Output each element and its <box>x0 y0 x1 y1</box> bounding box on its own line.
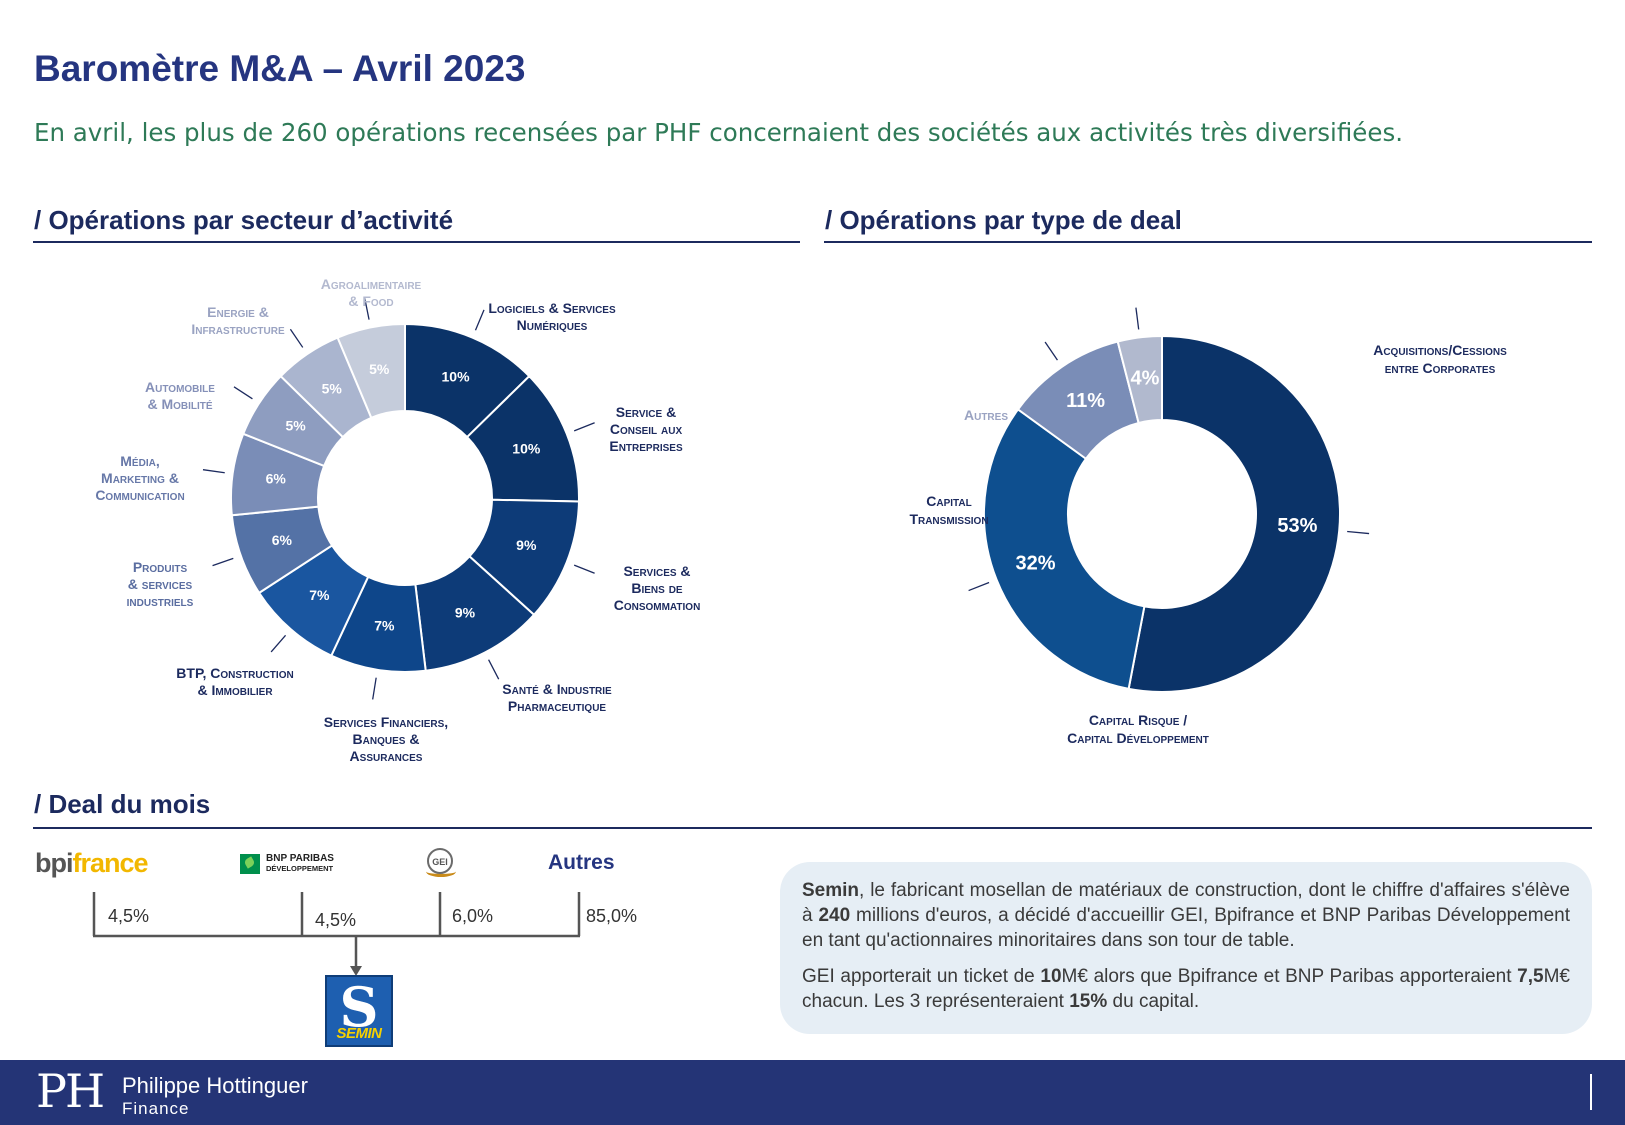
slice-value-label: 9% <box>516 537 537 553</box>
slice-value-label: 32% <box>1016 552 1056 574</box>
deal-paragraph-2: GEI apporterait un ticket de 10M€ alors … <box>802 966 1570 1012</box>
leader-line <box>212 557 234 567</box>
deal-type-section-title: / Opérations par type de deal <box>825 205 1182 235</box>
sector-donut-chart: 10% 10% 9% 9% 7% 7% 6% 6% 5% 5% 5% Logiciels & Ser… <box>95 276 701 764</box>
slice-category-label: Service & Conseil aux Entreprises <box>609 404 683 454</box>
donut-slice <box>983 407 1146 691</box>
ownership-tree <box>92 892 581 976</box>
deal-month-section-rule <box>33 827 1592 829</box>
deal-type-donut-chart: 53% 32% 11% 4% Acquisitions/Cessions entre C… <box>909 307 1507 746</box>
deal-description-box: Semin, le fabricant mosellan de matériau… <box>780 862 1592 1034</box>
leader-line <box>364 297 370 320</box>
slice-value-label: 10% <box>442 368 471 384</box>
donut-slice <box>336 322 406 420</box>
slice-value-label: 7% <box>309 587 330 603</box>
slice-category-label: Autres <box>964 407 1008 423</box>
slice-category-label: Produits & services industriels <box>127 559 194 609</box>
donut-slice <box>1127 334 1341 693</box>
slice-category-label: BTP, Construction & Immobilier <box>176 665 293 698</box>
deal-paragraph-1: Semin, le fabricant mosellan de matériau… <box>802 880 1570 951</box>
gei-logo: GEI <box>426 848 456 877</box>
deal-month-section-title: / Deal du mois <box>34 789 211 819</box>
leader-line <box>233 386 253 400</box>
slice-value-label: 10% <box>512 441 541 457</box>
slice-value-label: 7% <box>374 618 395 634</box>
bnp-share: 4,5% <box>315 910 357 930</box>
page-title: Baromètre M&A – Avril 2023 <box>34 48 526 89</box>
slice-category-label: Energie & Infrastructure <box>191 304 285 337</box>
leader-line <box>289 328 304 348</box>
sector-section-title: / Opérations par secteur d’activité <box>34 205 454 235</box>
page-subtitle: En avril, les plus de 260 opérations rec… <box>34 118 1403 147</box>
leader-line <box>1135 307 1140 330</box>
slice-value-label: 4% <box>1131 367 1160 389</box>
sector-section-rule <box>33 241 800 243</box>
donut-slice <box>1116 334 1163 425</box>
slice-value-label: 6% <box>266 471 287 487</box>
leader-line <box>202 469 225 474</box>
slice-value-label: 9% <box>455 605 476 621</box>
slice-category-label: Agroalimentaire & Food <box>321 276 422 309</box>
slice-category-label: Santé & Industrie Pharmaceutique <box>502 681 612 714</box>
deal-type-section-rule <box>824 241 1592 243</box>
autres-label: Autres <box>548 851 615 874</box>
slice-category-label: Logiciels & Services Numériques <box>488 300 616 333</box>
slice-category-label: Services & Biens de Consommation <box>614 563 701 613</box>
slice-category-label: Média, Marketing & Communication <box>95 453 184 503</box>
leader-line <box>1044 341 1058 361</box>
bnp-leaf-icon <box>240 854 260 874</box>
slice-value-label: 5% <box>285 418 306 434</box>
slice-value-label: 5% <box>322 381 343 397</box>
slice-category-label: Services Financiers, Banques & Assurances <box>324 714 448 764</box>
slice-value-label: 6% <box>272 532 293 548</box>
semin-logo: S SEMIN <box>325 975 393 1047</box>
ph-monogram-logo: PH <box>36 1064 105 1118</box>
bnp-paribas-logo: BNP PARIBAS DÉVELOPPEMENT <box>240 854 334 874</box>
leader-line <box>270 634 287 653</box>
leader-line <box>488 659 500 680</box>
leader-line <box>573 422 595 432</box>
autres-share: 85,0% <box>586 906 638 926</box>
leader-line <box>968 581 990 592</box>
leader-line <box>1347 530 1370 535</box>
slice-value-label: 5% <box>369 361 390 377</box>
gei-share: 6,0% <box>452 906 494 926</box>
bpifrance-share: 4,5% <box>108 906 150 926</box>
company-name: Philippe Hottinguer <box>122 1073 308 1098</box>
slice-category-label: Acquisitions/Cessions entre Corporates <box>1373 342 1507 376</box>
slice-category-label: Capital Transmission <box>909 493 988 527</box>
leader-line <box>372 677 377 700</box>
slice-value-label: 11% <box>1066 390 1105 412</box>
leader-line <box>474 309 485 331</box>
footer-bar: PH Philippe Hottinguer Finance <box>0 1060 1625 1125</box>
slice-category-label: Capital Risque / Capital Développement <box>1067 712 1209 746</box>
footer-divider <box>1590 1074 1592 1110</box>
bpifrance-logo: bpifrance <box>35 848 149 878</box>
leader-line <box>573 564 595 574</box>
company-subname: Finance <box>122 1099 190 1118</box>
slice-category-label: Automobile & Mobilité <box>145 379 215 412</box>
slice-value-label: 53% <box>1277 515 1317 537</box>
